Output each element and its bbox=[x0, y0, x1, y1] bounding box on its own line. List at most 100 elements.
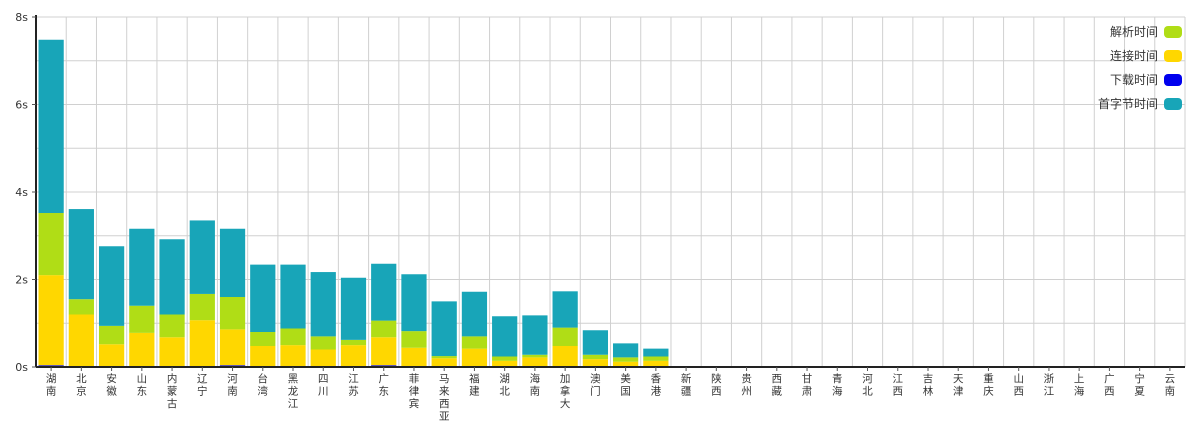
bar-segment bbox=[250, 264, 276, 332]
x-tick-label: 重庆 bbox=[983, 372, 994, 398]
bar-segment bbox=[522, 315, 548, 355]
bar-segment bbox=[461, 336, 488, 349]
bar-segment bbox=[219, 228, 246, 297]
bar-segment bbox=[431, 356, 457, 359]
bar-segment bbox=[613, 357, 639, 362]
bar-segment bbox=[371, 263, 397, 321]
legend-swatch bbox=[1164, 98, 1182, 110]
bar-segment bbox=[219, 297, 246, 330]
bar-segment bbox=[431, 301, 457, 357]
y-tick-label: 0s bbox=[15, 361, 28, 374]
x-tick-label: 香港 bbox=[651, 373, 662, 398]
bar-segment bbox=[582, 359, 608, 367]
y-tick-label: 8s bbox=[15, 11, 28, 24]
x-tick-label: 福建 bbox=[469, 372, 480, 398]
x-tick-label: 广东 bbox=[378, 373, 389, 398]
bar-segment bbox=[310, 336, 336, 350]
bar-segment bbox=[371, 320, 397, 338]
bar-segment bbox=[38, 213, 64, 276]
bar-segment bbox=[38, 39, 64, 213]
x-tick-label: 河南 bbox=[227, 373, 238, 398]
bar-segment bbox=[371, 337, 397, 366]
x-tick-label: 海南 bbox=[530, 372, 541, 398]
x-tick-label: 加拿大 bbox=[560, 373, 571, 410]
legend-swatch bbox=[1164, 50, 1182, 62]
x-tick-label: 黑龙江 bbox=[288, 373, 299, 410]
bar-segment bbox=[159, 239, 185, 315]
x-tick-label: 安徽 bbox=[106, 372, 117, 398]
bar-segment bbox=[280, 345, 306, 367]
bar-segment bbox=[340, 345, 367, 367]
x-tick-label: 甘肃 bbox=[802, 372, 813, 398]
bar-segment bbox=[582, 330, 608, 355]
x-tick-label: 广西 bbox=[1104, 373, 1115, 398]
x-tick-label: 上海 bbox=[1074, 373, 1085, 398]
bar-segment bbox=[613, 343, 639, 358]
bar-segment bbox=[98, 344, 125, 367]
x-tick-label: 河北 bbox=[862, 373, 873, 398]
bar-segment bbox=[129, 332, 155, 367]
bar-segment bbox=[38, 275, 64, 366]
bar-segment bbox=[522, 354, 548, 358]
bar-segment bbox=[401, 274, 427, 332]
x-tick-label: 山西 bbox=[1013, 373, 1024, 398]
bar-segment bbox=[98, 325, 125, 345]
bar-segment bbox=[68, 314, 94, 367]
bar-segment bbox=[189, 320, 215, 367]
bar-segment bbox=[431, 358, 457, 367]
bar-segment bbox=[189, 220, 215, 294]
x-tick-label: 内蒙古 bbox=[167, 372, 178, 410]
bar-segment bbox=[159, 337, 185, 367]
x-tick-label: 四川 bbox=[318, 373, 329, 398]
bar-segment bbox=[280, 264, 306, 329]
x-tick-label: 湖南 bbox=[46, 373, 57, 398]
bar-segment bbox=[340, 339, 367, 346]
legend-label: 下载时间 bbox=[1110, 73, 1158, 87]
x-tick-label: 陕西 bbox=[711, 372, 722, 398]
bar-segment bbox=[492, 356, 518, 361]
bar-segment bbox=[159, 314, 185, 338]
bar-segment bbox=[552, 327, 578, 346]
x-tick-label: 辽宁 bbox=[197, 373, 208, 398]
x-tick-label: 马来西亚 bbox=[439, 373, 450, 423]
x-tick-label: 江西 bbox=[893, 373, 904, 398]
x-tick-label: 宁夏 bbox=[1134, 372, 1145, 398]
legend-swatch bbox=[1164, 26, 1182, 38]
x-tick-label: 浙江 bbox=[1044, 373, 1055, 398]
y-tick-label: 2s bbox=[15, 274, 28, 287]
bar-segment bbox=[280, 328, 306, 346]
bar-segment bbox=[492, 316, 518, 357]
x-tick-label: 山东 bbox=[137, 373, 148, 398]
x-tick-label: 青海 bbox=[832, 372, 843, 398]
bar-segment bbox=[250, 346, 276, 367]
axes bbox=[35, 15, 1185, 368]
legend-swatch bbox=[1164, 74, 1182, 86]
bar-segment bbox=[68, 209, 94, 300]
bar-segment bbox=[340, 277, 367, 340]
x-tick-label: 台湾 bbox=[258, 372, 269, 398]
bar-segment bbox=[401, 347, 427, 367]
x-tick-label: 西藏 bbox=[772, 373, 783, 398]
bar-segment bbox=[552, 346, 578, 367]
x-tick-label: 云南 bbox=[1165, 373, 1176, 398]
bar-segment bbox=[129, 228, 155, 306]
bar-segment bbox=[461, 348, 488, 367]
x-tick-label: 湖北 bbox=[499, 373, 510, 398]
bar-segment bbox=[613, 361, 639, 367]
bar-segment bbox=[219, 329, 246, 366]
bar-segment bbox=[68, 299, 94, 315]
y-tick-label: 4s bbox=[15, 186, 28, 199]
legend-label: 解析时间 bbox=[1110, 25, 1158, 39]
legend-label: 首字节时间 bbox=[1098, 96, 1158, 111]
y-axis-ticks: 0s 2s 4s 6s 8s bbox=[15, 11, 36, 374]
bar-segment bbox=[310, 349, 336, 367]
x-tick-label: 贵州 bbox=[741, 372, 752, 398]
x-tick-label: 新疆 bbox=[681, 372, 692, 398]
bar-segment bbox=[250, 332, 276, 346]
x-tick-label: 吉林 bbox=[923, 373, 934, 398]
bar-segment bbox=[643, 356, 669, 361]
bar-segment bbox=[461, 291, 488, 337]
